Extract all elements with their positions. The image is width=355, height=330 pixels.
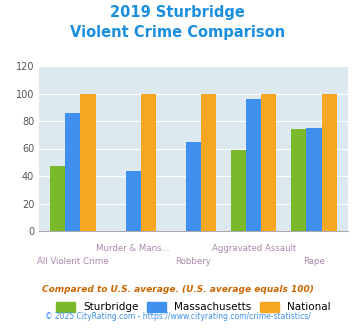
Bar bbox=[201, 93, 216, 231]
Text: © 2025 CityRating.com - https://www.cityrating.com/crime-statistics/: © 2025 CityRating.com - https://www.city… bbox=[45, 312, 310, 321]
Text: 2019 Sturbridge: 2019 Sturbridge bbox=[110, 5, 245, 20]
Bar bbox=[291, 129, 306, 231]
Bar bbox=[50, 166, 65, 231]
Text: Rape: Rape bbox=[303, 257, 325, 266]
Bar bbox=[306, 128, 322, 231]
Text: Robbery: Robbery bbox=[175, 257, 212, 266]
Bar bbox=[65, 113, 81, 231]
Bar bbox=[246, 99, 261, 231]
Bar bbox=[322, 93, 337, 231]
Bar bbox=[126, 171, 141, 231]
Bar bbox=[231, 150, 246, 231]
Text: Aggravated Assault: Aggravated Assault bbox=[212, 244, 296, 253]
Bar bbox=[261, 93, 276, 231]
Bar bbox=[186, 142, 201, 231]
Legend: Sturbridge, Massachusetts, National: Sturbridge, Massachusetts, National bbox=[56, 302, 331, 313]
Text: Compared to U.S. average. (U.S. average equals 100): Compared to U.S. average. (U.S. average … bbox=[42, 285, 313, 294]
Text: Murder & Mans...: Murder & Mans... bbox=[97, 244, 170, 253]
Text: All Violent Crime: All Violent Crime bbox=[37, 257, 109, 266]
Bar bbox=[141, 93, 156, 231]
Bar bbox=[81, 93, 95, 231]
Text: Violent Crime Comparison: Violent Crime Comparison bbox=[70, 25, 285, 40]
